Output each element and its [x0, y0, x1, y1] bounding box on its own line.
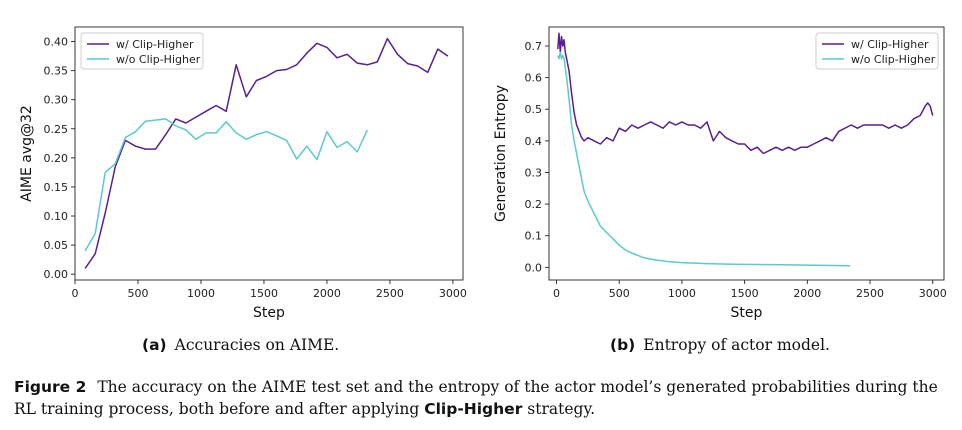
y-tick-label: 0.25	[44, 123, 69, 136]
y-tick-label: 0.5	[525, 103, 543, 116]
x-tick-label: 3000	[439, 287, 467, 300]
y-tick-label: 0.6	[525, 72, 543, 85]
legend: w/ Clip-Higher w/o Clip-Higher	[815, 32, 939, 70]
subcaption-b-tag: (b)	[610, 336, 636, 354]
subcaption-a-text: Accuracies on AIME.	[174, 336, 340, 354]
series-line-with-clip-higher	[84, 37, 449, 269]
subcaption-a: (a) Accuracies on AIME.	[142, 336, 339, 354]
figure-caption-text-2: strategy.	[527, 400, 596, 418]
chart-aime-accuracy-svg: 0 500 1000 1500 2000 2500 3000 0.00 0.05 0.10 0.15…	[19, 26, 467, 320]
chart-generation-entropy-svg: 0 500 1000 1500 2000 2500 3000 0.0 0.1 0.2 0.3 0.4 0…	[493, 26, 947, 320]
y-tick-label: 0.15	[44, 181, 69, 194]
y-tick-label: 0.05	[44, 239, 69, 252]
chart-generation-entropy: 0 500 1000 1500 2000 2500 3000 0.0 0.1 0.2 0.3 0.4 0…	[481, 0, 962, 320]
x-axis-label: Step	[731, 305, 763, 320]
x-tick-label: 500	[127, 287, 148, 300]
subcaption-b-text: Entropy of actor model.	[643, 336, 830, 354]
series-line-with-clip-higher	[557, 32, 934, 155]
x-tick-label: 2000	[313, 287, 341, 300]
legend: w/ Clip-Higher w/o Clip-Higher	[80, 32, 204, 70]
x-tick-label: 1500	[250, 287, 278, 300]
figure-caption: Figure 2 The accuracy on the AIME test s…	[14, 376, 954, 420]
subcaption-b: (b) Entropy of actor model.	[610, 336, 830, 354]
x-tick-label: 2500	[856, 287, 884, 300]
legend-box	[80, 32, 204, 70]
series-line-without-clip-higher	[557, 51, 851, 267]
subcaption-a-tag: (a)	[142, 336, 167, 354]
y-tick-label: 0.20	[44, 152, 69, 165]
y-tick-label: 0.7	[525, 40, 543, 53]
legend-label: w/o Clip-Higher	[116, 53, 201, 66]
y-tick-label: 0.3	[525, 166, 543, 179]
y-tick-label: 0.1	[525, 230, 543, 243]
x-tick-label: 1000	[187, 287, 215, 300]
series-line-without-clip-higher	[84, 118, 368, 252]
x-tick-label: 2500	[376, 287, 404, 300]
x-axis-label: Step	[253, 305, 285, 320]
y-tick-label: 0.35	[44, 65, 69, 78]
x-tick-label: 500	[609, 287, 630, 300]
y-tick-label: 0.40	[44, 36, 69, 49]
y-tick-label: 0.0	[525, 261, 543, 274]
legend-label: w/o Clip-Higher	[851, 53, 936, 66]
y-tick-label: 0.4	[525, 135, 543, 148]
legend-box	[815, 32, 939, 70]
x-tick-label: 3000	[919, 287, 947, 300]
x-tick-label: 0	[72, 287, 79, 300]
y-tick-label: 0.10	[44, 210, 69, 223]
x-tick-label: 1500	[731, 287, 759, 300]
x-tick-label: 2000	[793, 287, 821, 300]
legend-label: w/ Clip-Higher	[116, 38, 194, 51]
legend-label: w/ Clip-Higher	[851, 38, 929, 51]
y-axis-label: AIME avg@32	[19, 105, 35, 202]
figure-caption-strong: Clip-Higher	[424, 400, 523, 418]
y-axis-label: Generation Entropy	[493, 85, 509, 222]
x-tick-label: 1000	[668, 287, 696, 300]
chart-aime-accuracy: 0 500 1000 1500 2000 2500 3000 0.00 0.05 0.10 0.15…	[0, 0, 481, 320]
y-tick-label: 0.00	[44, 268, 69, 281]
y-tick-label: 0.30	[44, 94, 69, 107]
figure-caption-label: Figure 2	[14, 378, 87, 396]
x-tick-label: 0	[553, 287, 560, 300]
y-tick-label: 0.2	[525, 198, 543, 211]
figure-caption-text-1: The accuracy on the AIME test set and th…	[14, 378, 938, 418]
